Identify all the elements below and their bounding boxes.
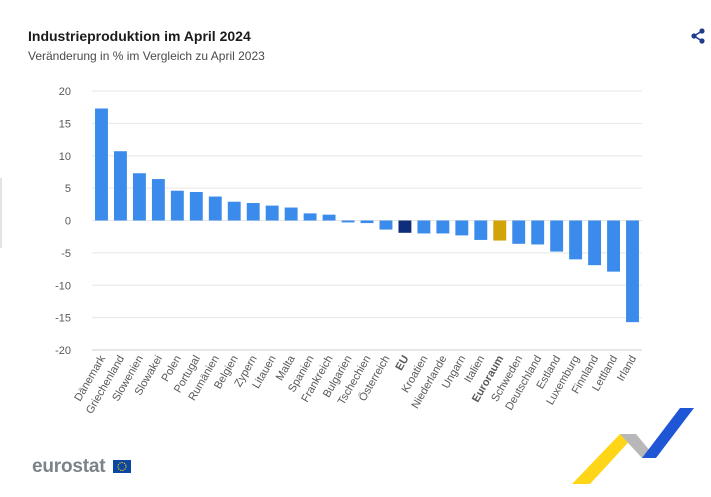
bar-litauen[interactable] — [265, 205, 279, 221]
bar-frankreich[interactable] — [322, 214, 336, 221]
chart-title: Industrieproduktion im April 2024 — [28, 28, 251, 44]
x-tick-label: Irland — [615, 354, 639, 384]
bar-belgien[interactable] — [227, 201, 241, 221]
bar-bulgarien[interactable] — [341, 220, 355, 223]
left-divider — [0, 178, 2, 248]
bar-schweden[interactable] — [512, 220, 526, 244]
eurostat-logo: eurostat — [32, 456, 106, 477]
bar-chart: 20 15 10 5 0 -5 -10 -15 -20 DänemarkGriechenland… — [55, 86, 642, 416]
bar-tschechien[interactable] — [360, 220, 374, 224]
bar-euroraum[interactable] — [493, 220, 507, 241]
share-icon — [691, 28, 705, 44]
y-tick-label: 20 — [59, 86, 71, 98]
grid-lines — [92, 90, 642, 351]
eu-flag-icon — [113, 460, 131, 473]
bar-lettland[interactable] — [607, 220, 620, 272]
bar-finnland[interactable] — [588, 220, 602, 266]
bar-griechenland[interactable] — [114, 151, 127, 221]
bar-portugal[interactable] — [189, 192, 203, 221]
bar-slowenien[interactable] — [132, 173, 146, 221]
bar-estland[interactable] — [550, 220, 564, 252]
bar-eu[interactable] — [398, 220, 412, 233]
bars — [95, 108, 639, 323]
bar-niederlande[interactable] — [436, 220, 450, 234]
y-tick-label: -5 — [61, 248, 71, 260]
bar-ungarn[interactable] — [455, 220, 469, 236]
y-tick-label: -10 — [55, 280, 71, 292]
bar-irland[interactable] — [626, 220, 639, 323]
bar-dänemark[interactable] — [95, 108, 108, 221]
bar-spanien[interactable] — [303, 213, 317, 221]
bar-malta[interactable] — [284, 207, 298, 221]
bar-deutschland[interactable] — [531, 220, 545, 245]
bar-italien[interactable] — [474, 220, 488, 240]
bar-polen[interactable] — [170, 190, 184, 221]
y-tick-label: 5 — [65, 183, 71, 195]
bar-slowakei[interactable] — [151, 179, 165, 221]
bar-kroatien[interactable] — [417, 220, 431, 234]
bar-rumänien[interactable] — [208, 196, 222, 221]
bar-zypern[interactable] — [246, 203, 260, 221]
bar-luxemburg[interactable] — [569, 220, 583, 260]
y-tick-label: 15 — [59, 118, 71, 130]
share-button[interactable] — [688, 26, 708, 46]
y-tick-label: -15 — [55, 313, 71, 325]
decorative-ribbon — [572, 408, 694, 484]
y-tick-label: 10 — [59, 151, 71, 163]
bar-österreich[interactable] — [379, 220, 393, 230]
y-tick-label: -20 — [55, 345, 71, 357]
x-tick-label: EU — [393, 353, 411, 372]
y-tick-label: 0 — [65, 216, 71, 228]
y-axis-ticks: 20 15 10 5 0 -5 -10 -15 -20 — [55, 86, 71, 357]
x-axis-ticks: DänemarkGriechenlandSlowenienSlowakeiPol… — [72, 353, 639, 416]
chart-subtitle: Veränderung in % im Vergleich zu April 2… — [28, 49, 265, 63]
